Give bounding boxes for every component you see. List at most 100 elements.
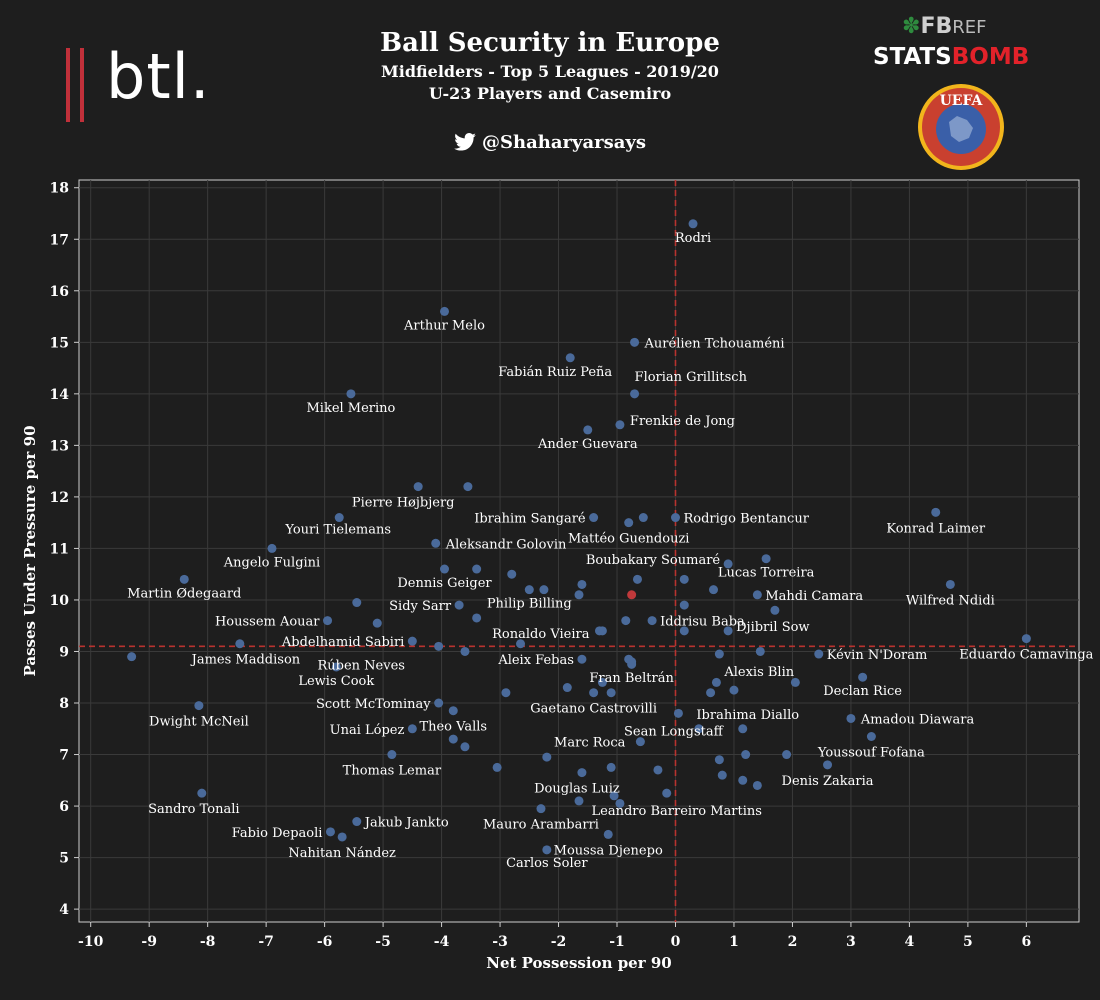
- point-label: Florian Grillitsch: [635, 370, 748, 385]
- point-label: Lewis Cook: [298, 674, 374, 689]
- data-point: [448, 734, 458, 744]
- fbref-leaf-icon: ✽: [902, 14, 921, 39]
- y-tick-label: 15: [50, 335, 69, 351]
- point-label: Mauro Arambarri: [483, 818, 599, 833]
- point-label: Lucas Torreira: [718, 566, 815, 581]
- data-point: [574, 590, 584, 600]
- data-point: [945, 579, 955, 589]
- data-point: [606, 762, 616, 772]
- data-point: [630, 389, 640, 399]
- data-point: [647, 616, 657, 626]
- point-label: Douglas Luiz: [534, 782, 620, 797]
- data-point: [782, 750, 792, 760]
- data-point: [325, 827, 335, 837]
- data-point: [439, 306, 449, 316]
- data-point: [1021, 634, 1031, 644]
- data-point: [630, 337, 640, 347]
- x-tick-label: -3: [492, 934, 508, 950]
- data-point: [589, 513, 599, 523]
- x-tick-label: 6: [1021, 934, 1031, 950]
- data-point: [597, 677, 607, 687]
- data-point: [714, 755, 724, 765]
- x-tick-label: -2: [551, 934, 567, 950]
- data-point: [706, 688, 716, 698]
- point-label: Boubakary Soumaré: [586, 553, 721, 568]
- x-tick-label: 5: [963, 934, 973, 950]
- point-label: Moussa Djenepo: [554, 843, 663, 858]
- data-point: [542, 845, 552, 855]
- data-point: [615, 798, 625, 808]
- data-point: [562, 683, 572, 693]
- data-point: [372, 618, 382, 628]
- x-tick-label: 4: [905, 934, 915, 950]
- x-tick-label: -7: [258, 934, 274, 950]
- data-point: [627, 657, 637, 667]
- data-point: [589, 688, 599, 698]
- data-point: [761, 554, 771, 564]
- y-tick-label: 13: [50, 438, 69, 454]
- data-point: [709, 585, 719, 595]
- point-label: Mahdi Camara: [765, 589, 863, 604]
- highlight-point: [627, 590, 637, 600]
- reference-lines: [79, 180, 1079, 922]
- y-tick-label: 4: [59, 902, 69, 918]
- point-label: Angelo Fulgini: [223, 555, 320, 570]
- data-point: [197, 788, 207, 798]
- data-point: [574, 796, 584, 806]
- x-tick-label: 3: [846, 934, 856, 950]
- data-point: [711, 677, 721, 687]
- data-point: [770, 605, 780, 615]
- data-point: [814, 649, 824, 659]
- data-point: [823, 760, 833, 770]
- data-point: [603, 829, 613, 839]
- data-point: [694, 724, 704, 734]
- point-label: Konrad Laimer: [886, 521, 986, 536]
- data-point: [492, 762, 502, 772]
- point-label: Iddrisu Baba: [660, 615, 745, 630]
- data-point: [846, 713, 856, 723]
- data-point: [439, 564, 449, 574]
- data-point: [194, 701, 204, 711]
- data-point: [931, 507, 941, 517]
- x-tick-label: 2: [788, 934, 798, 950]
- x-tick-label: -10: [78, 934, 104, 950]
- data-point: [790, 677, 800, 687]
- uefa-logo-text: UEFA: [940, 93, 984, 109]
- y-tick-label: 10: [50, 593, 70, 609]
- data-point: [679, 574, 689, 584]
- twitter-icon: [454, 133, 476, 151]
- data-point: [524, 585, 534, 595]
- point-label: Sidy Sarr: [389, 599, 452, 614]
- data-point: [723, 626, 733, 636]
- y-tick-label: 11: [50, 541, 69, 557]
- data-point: [635, 737, 645, 747]
- point-label: Jakub Jankto: [363, 816, 449, 831]
- point-label: Aurélien Tchouaméni: [644, 336, 785, 351]
- data-point: [717, 770, 727, 780]
- x-tick-label: -4: [434, 934, 450, 950]
- data-point: [337, 832, 347, 842]
- point-label: Declan Rice: [823, 684, 902, 699]
- y-tick-label: 14: [50, 387, 70, 403]
- data-point: [472, 564, 482, 574]
- data-point: [653, 765, 663, 775]
- data-point: [539, 585, 549, 595]
- y-tick-label: 5: [59, 851, 69, 867]
- x-tick-label: -6: [317, 934, 333, 950]
- y-tick-label: 7: [59, 748, 69, 764]
- data-point: [127, 652, 137, 662]
- data-point: [679, 600, 689, 610]
- y-tick-label: 16: [50, 284, 69, 300]
- data-point: [407, 724, 417, 734]
- point-label: Ibrahima Diallo: [696, 708, 799, 723]
- chart-subtitle-2: U-23 Players and Casemiro: [428, 84, 672, 103]
- data-point: [323, 616, 333, 626]
- point-label: Martin Ødegaard: [127, 586, 241, 601]
- data-point: [507, 569, 517, 579]
- data-point: [577, 654, 587, 664]
- x-tick-label: -8: [200, 934, 216, 950]
- point-label: Dwight McNeil: [149, 715, 249, 730]
- data-point: [583, 425, 593, 435]
- btl-logo-text: btl.: [106, 40, 211, 113]
